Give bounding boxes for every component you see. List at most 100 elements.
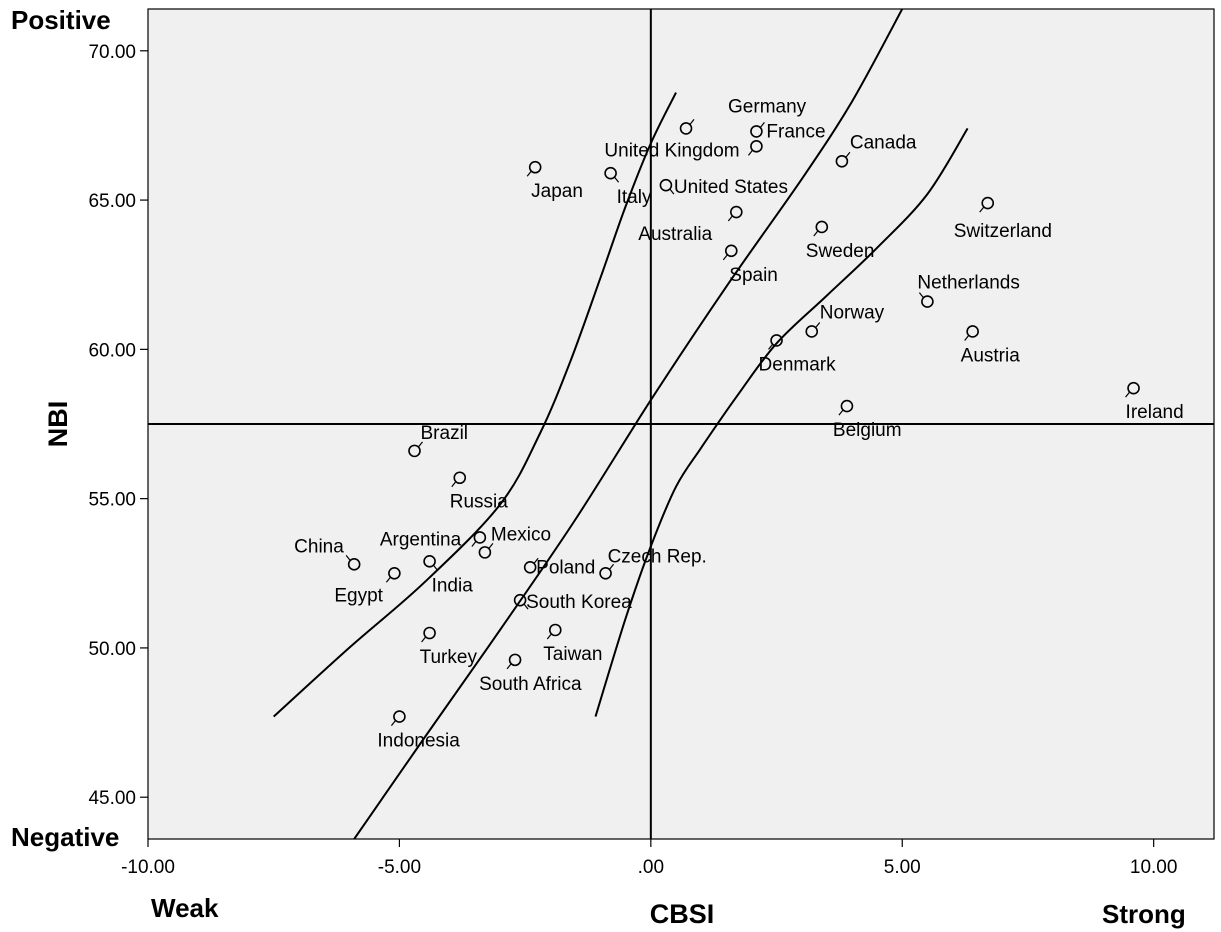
y-tick-label: 70.00: [88, 42, 136, 63]
data-point-turkey: Turkey: [420, 626, 478, 668]
point-leader: [838, 409, 844, 416]
x-tick-label: .00: [638, 857, 664, 878]
x-axis: -10.00 -5.00 .00 5.00 10.00: [121, 839, 1177, 878]
point-marker: [966, 325, 979, 338]
data-point-egypt: Egypt: [334, 566, 401, 606]
point-leader: [813, 230, 819, 237]
data-point-sweden: Sweden: [806, 220, 875, 262]
point-marker: [730, 205, 743, 219]
point-marker: [921, 295, 934, 308]
point-leader: [609, 563, 615, 570]
data-point-united-states: United States: [659, 177, 788, 198]
point-leader: [418, 441, 423, 448]
point-leader: [526, 170, 532, 177]
point-label: Norway: [820, 302, 885, 323]
data-point-south-korea: South Korea: [513, 592, 632, 613]
data-point-taiwan: Taiwan: [543, 623, 602, 665]
point-leader: [471, 541, 477, 547]
point-label: Australia: [638, 224, 712, 245]
point-leader: [964, 335, 970, 341]
point-leader: [1125, 391, 1131, 398]
point-marker: [423, 626, 436, 640]
y-tick-label: 55.00: [88, 490, 136, 511]
data-point-japan: Japan: [526, 160, 583, 202]
data-point-brazil: Brazil: [408, 423, 468, 458]
curve-line-2: [353, 9, 904, 839]
point-leader: [433, 564, 439, 571]
x-end-label-left: Weak: [151, 893, 219, 923]
point-leader: [451, 481, 457, 488]
point-marker: [599, 566, 612, 580]
curve-line-3: [594, 127, 969, 717]
data-point-russia: Russia: [450, 471, 509, 513]
y-end-label-top: Positive: [11, 5, 111, 35]
y-end-label-bottom: Negative: [11, 822, 119, 852]
point-label: Germany: [728, 96, 807, 117]
data-point-india: India: [423, 555, 474, 596]
point-marker: [548, 623, 562, 637]
point-label: Canada: [850, 132, 917, 153]
point-marker: [750, 140, 763, 153]
y-tick-label: 65.00: [88, 191, 136, 212]
point-label: Mexico: [491, 524, 551, 545]
point-marker: [724, 244, 738, 258]
y-tick-label: 50.00: [88, 639, 136, 660]
data-point-norway: Norway: [805, 302, 885, 338]
point-marker: [408, 444, 421, 458]
data-point-south-africa: South Africa: [479, 653, 582, 695]
point-label: Turkey: [420, 647, 478, 668]
point-leader: [385, 576, 391, 583]
point-marker: [1127, 381, 1140, 395]
point-leader: [815, 322, 821, 328]
point-leader: [979, 206, 985, 213]
point-marker: [815, 220, 829, 234]
data-point-ireland: Ireland: [1125, 381, 1184, 423]
data-point-switzerland: Switzerland: [954, 196, 1052, 242]
point-leader: [523, 603, 529, 610]
point-label: Ireland: [1126, 402, 1184, 423]
point-leader: [390, 720, 396, 726]
point-marker: [840, 399, 854, 413]
point-label: Sweden: [806, 241, 875, 262]
point-label: Russia: [450, 492, 509, 513]
x-end-label-right: Strong: [1102, 899, 1186, 929]
data-point-denmark: Denmark: [759, 334, 836, 375]
point-label: Egypt: [334, 585, 383, 606]
x-tick-label: 10.00: [1130, 857, 1178, 878]
curve-line-1: [273, 92, 677, 718]
data-points: Germany France United Kingdom Canada Japan It…: [294, 96, 1183, 751]
point-label: China: [294, 536, 344, 557]
data-point-germany: Germany: [679, 96, 807, 135]
point-label: Italy: [617, 187, 652, 208]
y-axis: 45.00 50.00 55.00 60.00 65.00 70.00: [88, 42, 148, 809]
data-point-canada: Canada: [835, 132, 917, 168]
point-marker: [453, 471, 467, 485]
point-label: South Korea: [526, 592, 632, 613]
point-label: India: [432, 575, 474, 596]
point-label: France: [766, 121, 825, 142]
point-marker: [528, 160, 542, 174]
point-marker: [835, 154, 849, 168]
point-marker: [513, 593, 527, 607]
data-point-netherlands: Netherlands: [917, 273, 1020, 308]
data-point-france: France: [750, 121, 826, 142]
data-point-mexico: Mexico: [478, 524, 551, 559]
point-marker: [679, 122, 693, 135]
point-label: Switzerland: [954, 221, 1052, 242]
point-marker: [508, 653, 522, 667]
point-label: United States: [674, 177, 788, 198]
reference-lines: [148, 9, 1214, 839]
point-label: Spain: [729, 265, 778, 286]
point-marker: [393, 710, 406, 723]
point-label: Indonesia: [377, 731, 460, 752]
point-marker: [388, 566, 401, 580]
point-marker: [423, 555, 436, 568]
data-point-argentina: Argentina: [380, 529, 487, 550]
point-label: Austria: [961, 345, 1021, 366]
data-point-czech-rep: Czech Rep.: [599, 546, 707, 580]
y-tick-label: 45.00: [88, 788, 136, 809]
point-marker: [770, 334, 783, 347]
point-label: Poland: [536, 557, 595, 578]
point-label: Argentina: [380, 529, 462, 550]
